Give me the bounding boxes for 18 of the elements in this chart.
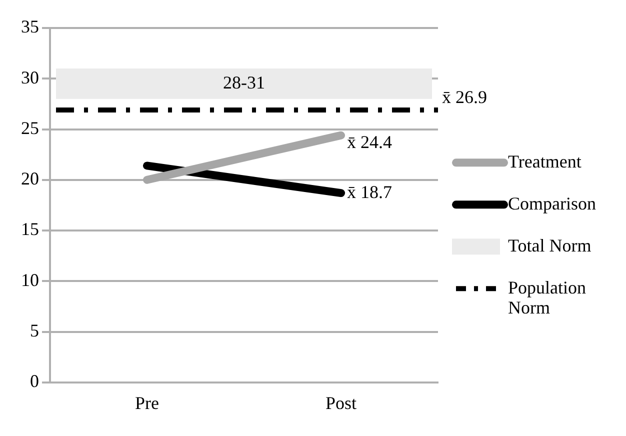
y-tick-label: 35 [21,16,39,37]
y-tick-label: 10 [21,270,39,290]
y-tick-label: 5 [30,320,39,341]
text: x̄ 26.9 [442,86,487,107]
y-tick-label: 15 [21,219,39,240]
y-tick-label: 0 [30,371,39,392]
legend-label: Comparison [508,193,596,214]
legend-label: Treatment [508,151,582,172]
annotation: 28-31 [223,72,265,92]
y-tick-label: 25 [21,118,39,138]
y-tick-label: 30 [21,67,39,88]
legend-label: Population Norm [508,277,586,318]
y-tick-label: 20 [21,168,39,189]
x-tick-label: Post [325,392,357,413]
data-label: x̄ 18.7 [347,182,392,202]
x-tick-label: Pre [135,392,160,413]
legend-label: Total Norm [508,235,592,256]
data-label: x̄ 24.4 [347,132,392,152]
